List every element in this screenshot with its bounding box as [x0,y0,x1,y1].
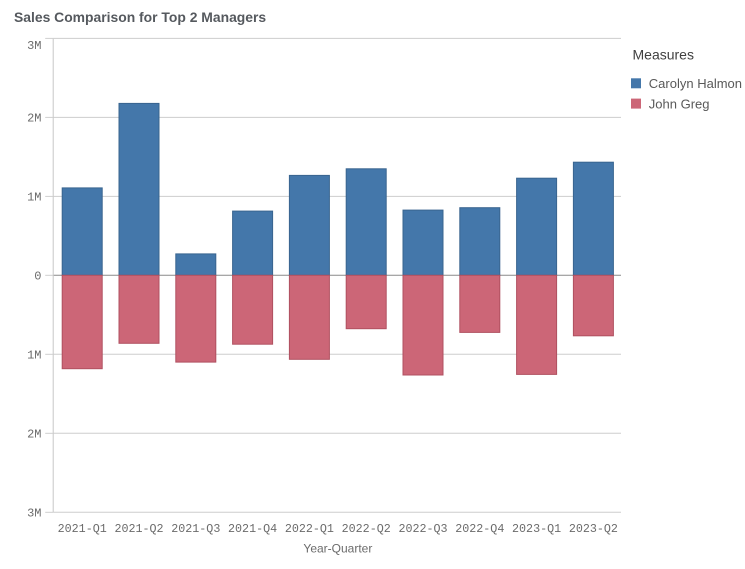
svg-text:2021-Q4: 2021-Q4 [228,522,277,536]
svg-text:2022-Q4: 2022-Q4 [455,522,504,536]
svg-text:2023-Q1: 2023-Q1 [512,522,561,536]
svg-text:1M: 1M [27,349,41,363]
svg-text:0: 0 [34,270,41,284]
svg-text:2M: 2M [27,112,41,126]
svg-text:Carolyn Halmon: Carolyn Halmon [649,76,742,91]
svg-text:Year-Quarter: Year-Quarter [303,542,372,556]
svg-text:3M: 3M [27,507,41,521]
svg-text:2022-Q1: 2022-Q1 [285,522,334,536]
svg-text:2021-Q1: 2021-Q1 [58,522,107,536]
svg-text:John Greg: John Greg [649,96,710,111]
svg-text:Sales Comparison for Top 2 Man: Sales Comparison for Top 2 Managers [14,9,266,25]
svg-text:3M: 3M [27,39,41,53]
svg-text:Measures: Measures [633,46,694,62]
svg-text:2021-Q2: 2021-Q2 [114,522,163,536]
svg-text:1M: 1M [27,191,41,205]
svg-text:2M: 2M [27,428,41,442]
svg-text:2022-Q2: 2022-Q2 [342,522,391,536]
svg-text:2021-Q3: 2021-Q3 [171,522,220,536]
svg-text:2022-Q3: 2022-Q3 [398,522,447,536]
svg-text:2023-Q2: 2023-Q2 [569,522,618,536]
